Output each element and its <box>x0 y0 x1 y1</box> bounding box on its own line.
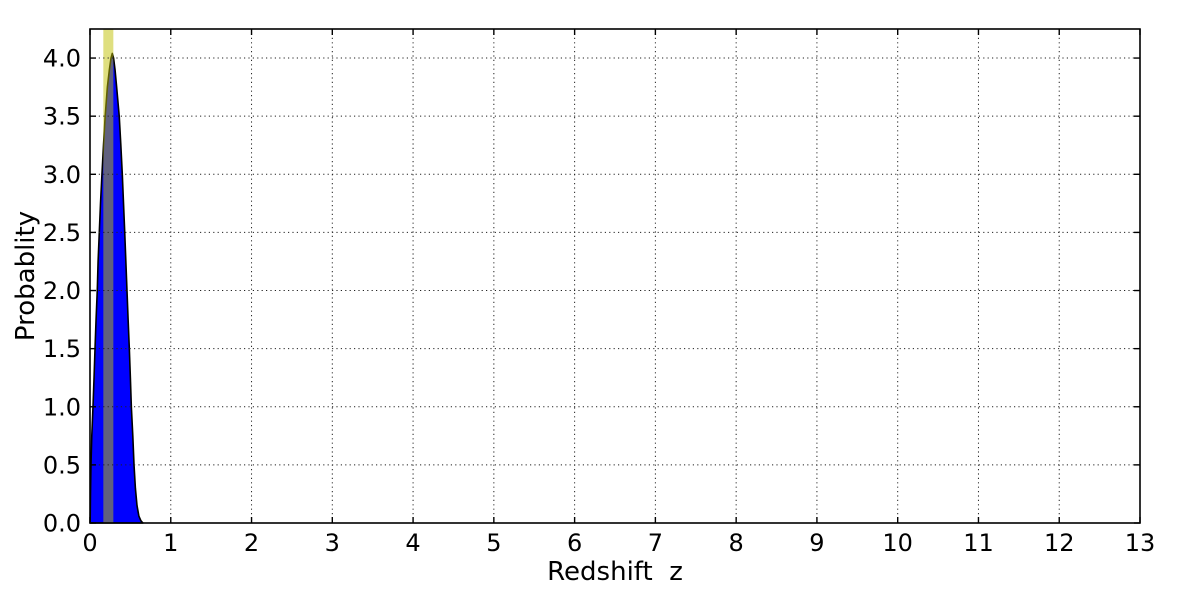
tick-labels: 0 1 2 3 4 5 6 7 8 9 10 11 12 130.00.51.01.52.02.53.03… <box>43 45 1155 557</box>
y-tick-label: 0.5 <box>43 451 81 479</box>
x-tick-label: 11 <box>963 529 994 557</box>
x-axis-label: Redshift z <box>547 557 683 587</box>
y-tick-label: 1.0 <box>43 393 81 421</box>
x-tick-label: 3 <box>325 529 340 557</box>
y-tick-label: 0.0 <box>43 510 81 538</box>
x-tick-label: 0 <box>82 529 97 557</box>
x-tick-label: 5 <box>486 529 501 557</box>
y-tick-label: 3.5 <box>43 103 81 131</box>
x-tick-label: 6 <box>567 529 582 557</box>
y-tick-label: 2.0 <box>43 277 81 305</box>
y-axis-label: Probablity <box>11 210 41 342</box>
grid-lines <box>90 29 1140 523</box>
plot-background <box>90 29 1140 523</box>
x-tick-label: 7 <box>648 529 663 557</box>
tick-marks <box>89 29 1141 524</box>
highlight-vspan <box>103 29 114 523</box>
x-tick-label: 2 <box>244 529 259 557</box>
y-tick-label: 2.5 <box>43 219 81 247</box>
x-tick-label: 8 <box>729 529 744 557</box>
y-tick-label: 3.0 <box>43 161 81 189</box>
y-tick-label: 1.5 <box>43 335 81 363</box>
axes-frame <box>89 28 1141 524</box>
y-tick-label: 4.0 <box>43 45 81 73</box>
x-tick-label: 10 <box>882 529 913 557</box>
x-tick-label: 4 <box>405 529 420 557</box>
x-tick-label: 13 <box>1125 529 1156 557</box>
x-tick-label: 9 <box>809 529 824 557</box>
x-tick-label: 12 <box>1044 529 1075 557</box>
x-tick-label: 1 <box>163 529 178 557</box>
